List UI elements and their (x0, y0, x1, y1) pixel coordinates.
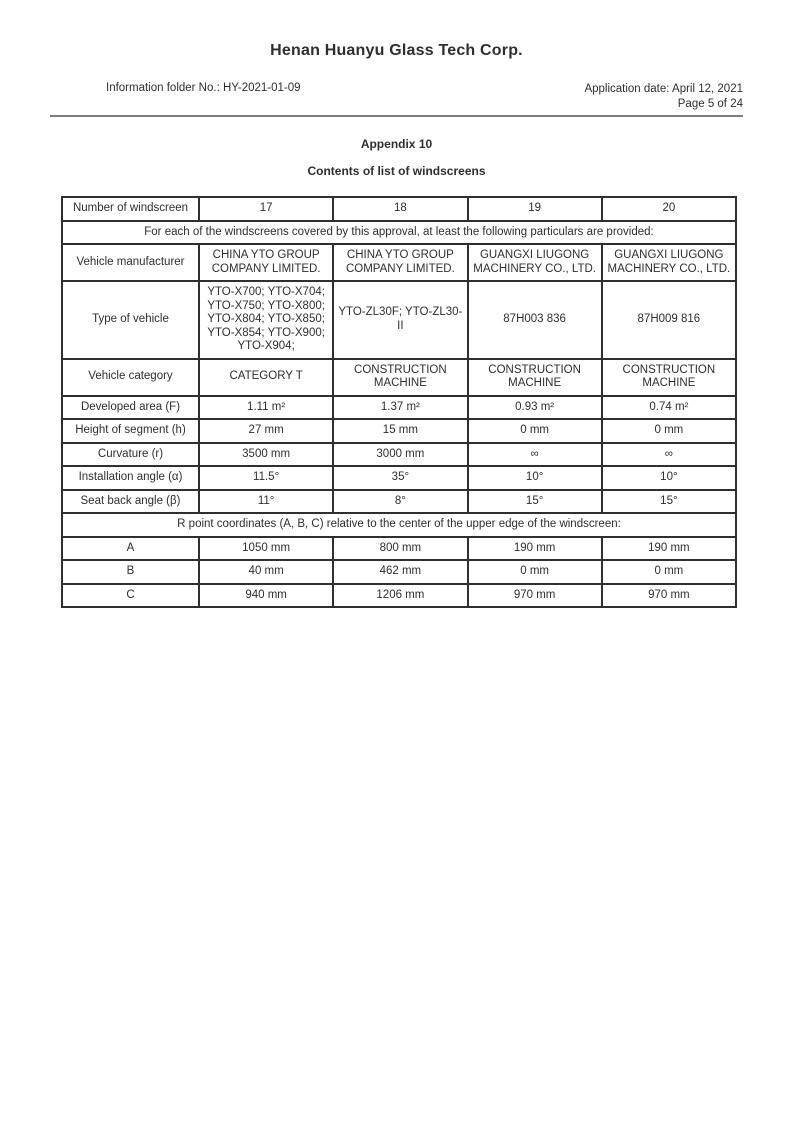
cell-seat-back-angle-18: 8° (332, 488, 469, 514)
cell-segment-height-19: 0 mm (466, 418, 603, 444)
windscreen-number-17: 17 (197, 196, 335, 222)
cell-manufacturer-19: GUANGXI LIUGONG MACHINERY CO., LTD. (466, 243, 603, 282)
table-row-coordinate-c: C 940 mm 1206 mm 970 mm 970 mm (61, 582, 738, 608)
cell-category-17: CATEGORY T (197, 357, 335, 397)
company-title: Henan Huanyu Glass Tech Corp. (270, 42, 523, 59)
cell-category-20: CONSTRUCTION MACHINE (600, 357, 738, 397)
row-label-seat-back-angle: Seat back angle (β) (61, 488, 200, 514)
row-label-installation-angle: Installation angle (α) (61, 465, 200, 491)
cell-developed-area-20: 0.74 m² (600, 394, 738, 420)
r-point-note: R point coordinates (A, B, C) relative t… (61, 512, 737, 538)
cell-coordinate-b-19: 0 mm (466, 559, 603, 585)
table-row-windscreen-number: Number of windscreen 17 18 19 20 (61, 196, 738, 222)
row-label-height-of-segment: Height of segment (h) (61, 418, 200, 444)
windscreen-number-20: 20 (600, 196, 738, 222)
table-row-seat-back-angle: Seat back angle (β) 11° 8° 15° 15° (61, 488, 738, 514)
table-row-vehicle-manufacturer: Vehicle manufacturer CHINA YTO GROUP COM… (61, 243, 738, 282)
cell-seat-back-angle-19: 15° (466, 488, 603, 514)
table-row-height-of-segment: Height of segment (h) 27 mm 15 mm 0 mm 0… (61, 418, 738, 444)
row-label-number-of-windscreen: Number of windscreen (61, 196, 200, 222)
row-label-vehicle-category: Vehicle category (61, 357, 200, 397)
table-row-developed-area: Developed area (F) 1.11 m² 1.37 m² 0.93 … (61, 394, 738, 420)
cell-category-19: CONSTRUCTION MACHINE (466, 357, 603, 397)
cell-manufacturer-20: GUANGXI LIUGONG MACHINERY CO., LTD. (600, 243, 738, 282)
row-label-coordinate-c: C (61, 582, 200, 608)
row-label-coordinate-b: B (61, 559, 200, 585)
appendix-title: Appendix 10 (360, 137, 433, 151)
table-row-coordinate-b: B 40 mm 462 mm 0 mm 0 mm (61, 559, 738, 585)
row-label-developed-area: Developed area (F) (61, 394, 200, 420)
cell-coordinate-c-17: 940 mm (197, 582, 335, 608)
table-row-type-of-vehicle: Type of vehicle YTO-X700; YTO-X704; YTO-… (61, 280, 738, 360)
cell-installation-angle-17: 11.5° (197, 465, 335, 491)
cell-curvature-17: 3500 mm (197, 441, 335, 467)
cell-curvature-20: ∞ (600, 441, 738, 467)
cell-vehicle-type-18: YTO-ZL30F; YTO-ZL30-II (332, 280, 469, 360)
cell-vehicle-type-19: 87H003 836 (466, 280, 603, 360)
cell-coordinate-a-20: 190 mm (600, 535, 738, 561)
info-folder-number: Information folder No.: HY-2021-01-09 (106, 82, 301, 94)
application-date: Application date: April 12, 2021 (584, 83, 743, 95)
table-row-coordinate-a: A 1050 mm 800 mm 190 mm 190 mm (61, 535, 738, 561)
row-label-vehicle-manufacturer: Vehicle manufacturer (61, 243, 200, 282)
cell-installation-angle-20: 10° (600, 465, 738, 491)
cell-manufacturer-17: CHINA YTO GROUP COMPANY LIMITED. (197, 243, 335, 282)
page-number: Page 5 of 24 (677, 98, 743, 110)
cell-vehicle-type-17: YTO-X700; YTO-X704; YTO-X750; YTO-X800; … (197, 280, 335, 360)
cell-coordinate-c-19: 970 mm (466, 582, 603, 608)
cell-curvature-19: ∞ (466, 441, 603, 467)
cell-installation-angle-18: 35° (332, 465, 469, 491)
table-note: For each of the windscreens covered by t… (61, 219, 737, 245)
cell-seat-back-angle-20: 15° (600, 488, 738, 514)
cell-curvature-18: 3000 mm (332, 441, 469, 467)
table-row-installation-angle: Installation angle (α) 11.5° 35° 10° 10° (61, 465, 738, 491)
cell-developed-area-19: 0.93 m² (466, 394, 603, 420)
header-divider (50, 115, 743, 117)
table-row-note: For each of the windscreens covered by t… (61, 219, 737, 245)
cell-coordinate-b-17: 40 mm (197, 559, 335, 585)
cell-coordinate-b-20: 0 mm (600, 559, 738, 585)
windscreen-number-18: 18 (332, 196, 469, 222)
row-label-type-of-vehicle: Type of vehicle (61, 280, 200, 360)
cell-seat-back-angle-17: 11° (197, 488, 335, 514)
cell-segment-height-17: 27 mm (197, 418, 335, 444)
document-subtitle: Contents of list of windscreens (307, 164, 486, 178)
cell-coordinate-b-18: 462 mm (332, 559, 469, 585)
cell-manufacturer-18: CHINA YTO GROUP COMPANY LIMITED. (332, 243, 469, 282)
cell-installation-angle-19: 10° (466, 465, 603, 491)
cell-coordinate-a-18: 800 mm (332, 535, 469, 561)
meta-right-block: Application date: April 12, 2021 Page 5 … (584, 82, 743, 112)
row-label-coordinate-a: A (61, 535, 200, 561)
table-row-curvature: Curvature (r) 3500 mm 3000 mm ∞ ∞ (61, 441, 738, 467)
windscreen-number-19: 19 (466, 196, 603, 222)
cell-coordinate-a-19: 190 mm (466, 535, 603, 561)
cell-developed-area-17: 1.11 m² (197, 394, 335, 420)
cell-segment-height-18: 15 mm (332, 418, 469, 444)
table-row-r-point-note: R point coordinates (A, B, C) relative t… (61, 512, 737, 538)
cell-coordinate-c-18: 1206 mm (332, 582, 469, 608)
row-label-curvature: Curvature (r) (61, 441, 200, 467)
windscreen-table: Number of windscreen 17 18 19 20 For eac… (61, 196, 738, 608)
cell-coordinate-a-17: 1050 mm (197, 535, 335, 561)
table-row-vehicle-category: Vehicle category CATEGORY T CONSTRUCTION… (61, 357, 738, 397)
cell-segment-height-20: 0 mm (600, 418, 738, 444)
document-meta: Information folder No.: HY-2021-01-09 Ap… (50, 82, 743, 112)
cell-category-18: CONSTRUCTION MACHINE (332, 357, 469, 397)
cell-vehicle-type-20: 87H009 816 (600, 280, 738, 360)
cell-developed-area-18: 1.37 m² (332, 394, 469, 420)
cell-coordinate-c-20: 970 mm (600, 582, 738, 608)
